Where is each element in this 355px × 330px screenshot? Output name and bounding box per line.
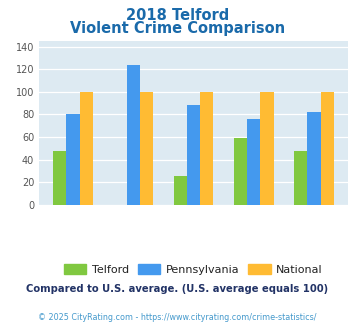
Bar — [187, 106, 200, 205]
Bar — [234, 138, 247, 205]
Bar — [80, 92, 93, 205]
Bar — [321, 92, 334, 205]
Bar — [174, 177, 187, 205]
Text: 2018 Telford: 2018 Telford — [126, 8, 229, 23]
Bar — [53, 150, 66, 205]
Bar — [294, 150, 307, 205]
Bar — [66, 115, 80, 205]
Text: © 2025 CityRating.com - https://www.cityrating.com/crime-statistics/: © 2025 CityRating.com - https://www.city… — [38, 313, 317, 322]
Bar — [307, 112, 321, 205]
Bar — [260, 92, 274, 205]
Bar — [200, 92, 213, 205]
Bar — [140, 92, 153, 205]
Text: Violent Crime Comparison: Violent Crime Comparison — [70, 21, 285, 36]
Legend: Telford, Pennsylvania, National: Telford, Pennsylvania, National — [60, 259, 327, 279]
Bar — [127, 65, 140, 205]
Bar — [247, 119, 260, 205]
Text: Compared to U.S. average. (U.S. average equals 100): Compared to U.S. average. (U.S. average … — [26, 284, 329, 294]
